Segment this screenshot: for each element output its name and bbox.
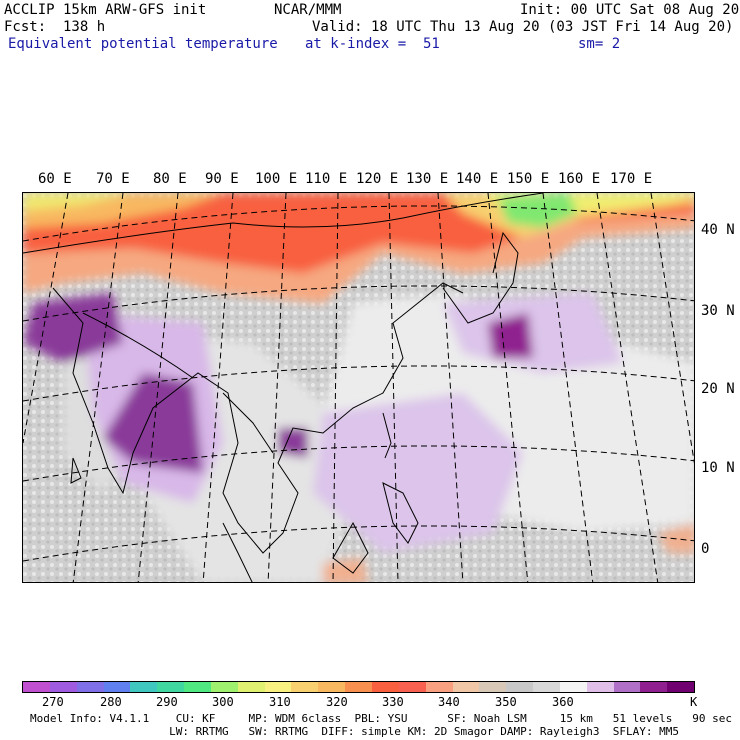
lon-label: 110 E <box>305 171 348 187</box>
institution-label: NCAR/MMM <box>274 2 342 18</box>
lavender-region-scs <box>313 393 523 553</box>
lon-label: 170 E <box>610 171 653 187</box>
model-info-line1: Model Info: V4.1.1 CU: KF MP: WDM 6class… <box>30 712 732 725</box>
warm-patch-south <box>323 558 368 582</box>
lon-label: 60 E <box>38 171 72 187</box>
colorbar-tick-label: 270 <box>42 695 64 709</box>
lon-label: 80 E <box>153 171 187 187</box>
map-svg <box>23 193 694 582</box>
purple-core-bay-of-bengal <box>103 373 203 473</box>
colorbar-swatch <box>640 682 668 692</box>
graticule <box>23 193 694 582</box>
colorbar-swatch <box>210 682 238 692</box>
colorbar-tick-label: 320 <box>326 695 348 709</box>
colorbar-swatch <box>76 682 104 692</box>
lon-label: 100 E <box>255 171 298 187</box>
colorbar-swatch <box>103 682 131 692</box>
lon-label: 120 E <box>356 171 399 187</box>
forecast-hour: Fcst: 138 h <box>4 19 106 35</box>
colorbar-unit: K <box>690 695 698 709</box>
colorbar <box>22 681 695 693</box>
valid-time: Valid: 18 UTC Thu 13 Aug 20 (03 JST Fri … <box>312 19 734 35</box>
lavender-region-japan <box>443 293 623 373</box>
colorbar-swatch <box>23 682 50 692</box>
warm-patch-se <box>658 523 694 553</box>
colorbar-swatch <box>425 682 453 692</box>
lat-label: 20 N <box>701 381 735 397</box>
lon-label: 70 E <box>96 171 130 187</box>
colorbar-swatch <box>130 682 158 692</box>
colorbar-swatch <box>49 682 77 692</box>
colorbar-swatch <box>237 682 265 692</box>
model-info-line2: LW: RRTMG SW: RRTMG DIFF: simple KM: 2D … <box>30 725 680 738</box>
colorbar-swatch <box>533 682 560 692</box>
colorbar-tick-label: 360 <box>552 695 574 709</box>
lat-label: 0 <box>701 541 710 557</box>
smoothing-label: sm= 2 <box>578 36 621 52</box>
colorbar-swatch <box>479 682 507 692</box>
lon-label: 140 E <box>456 171 499 187</box>
green-patch-ne <box>498 193 578 228</box>
colorbar-swatch <box>667 682 695 692</box>
colorbar-swatch <box>291 682 319 692</box>
colorbar-tick-label: 350 <box>495 695 517 709</box>
colorbar-swatch <box>371 682 399 692</box>
lat-label: 40 N <box>701 222 735 238</box>
colorbar-tick-label: 310 <box>269 695 291 709</box>
field-name: Equivalent potential temperature <box>8 36 278 52</box>
lon-label: 160 E <box>558 171 601 187</box>
map-panel <box>22 192 695 583</box>
colorbar-tick-label: 300 <box>212 695 234 709</box>
purple-core-nw-india <box>23 293 123 363</box>
colorbar-swatch <box>613 682 641 692</box>
model-title: ACCLIP 15km ARW-GFS init <box>4 2 207 18</box>
lon-label: 90 E <box>205 171 239 187</box>
coastlines <box>23 193 544 582</box>
colorbar-tick-label: 330 <box>382 695 404 709</box>
colorbar-swatch <box>398 682 426 692</box>
colorbar-tick-label: 290 <box>156 695 178 709</box>
colorbar-swatch <box>264 682 292 692</box>
colorbar-swatch <box>157 682 185 692</box>
colorbar-tick-label: 340 <box>438 695 460 709</box>
colorbar-swatch <box>506 682 534 692</box>
colorbar-swatch <box>559 682 587 692</box>
colorbar-swatch <box>452 682 480 692</box>
colorbar-swatch <box>184 682 211 692</box>
colorbar-swatch <box>345 682 372 692</box>
colorbar-swatch <box>318 682 346 692</box>
colorbar-swatch <box>586 682 614 692</box>
lat-label: 30 N <box>701 303 735 319</box>
lat-label: 10 N <box>701 460 735 476</box>
init-time: Init: 00 UTC Sat 08 Aug 20 <box>520 2 740 18</box>
purple-core-japan <box>488 313 533 358</box>
colorbar-tick-label: 280 <box>100 695 122 709</box>
level-label: at k-index = 51 <box>305 36 440 52</box>
lon-label: 150 E <box>507 171 550 187</box>
lon-label: 130 E <box>406 171 449 187</box>
yellow-band-nw <box>23 193 133 211</box>
